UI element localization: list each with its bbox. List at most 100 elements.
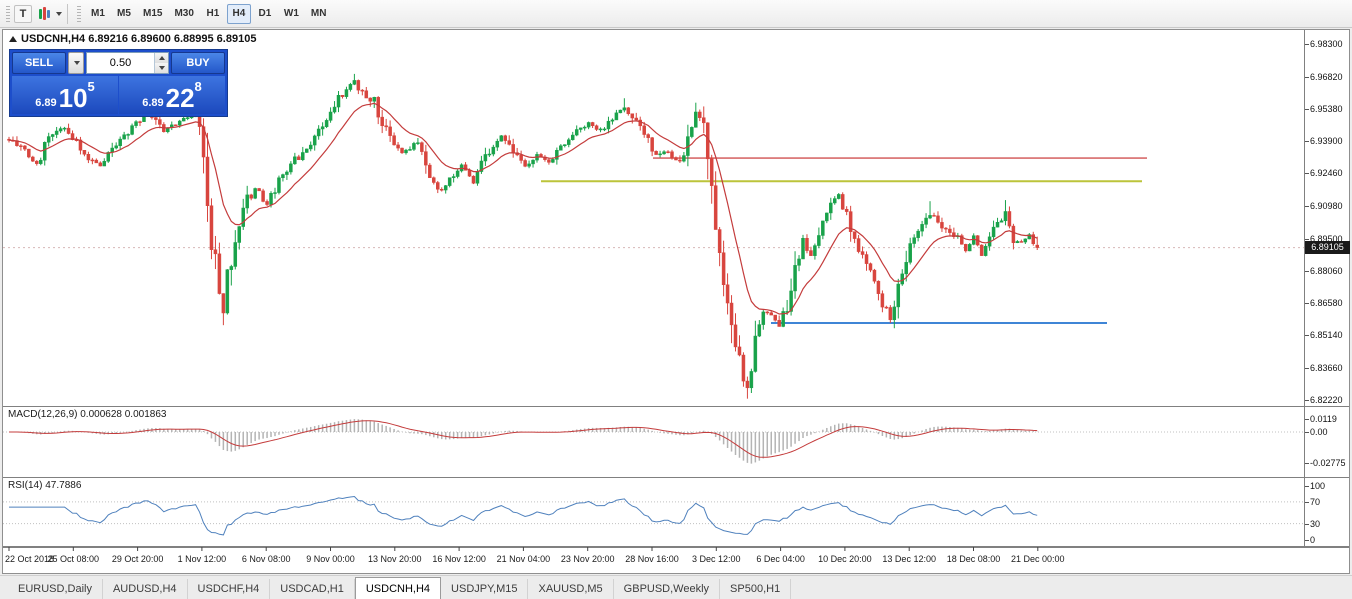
timeframe-toolbar-drag-handle[interactable]: [77, 5, 81, 22]
chart-tab-gbpusd-weekly[interactable]: GBPUSD,Weekly: [614, 579, 721, 599]
time-axis-label: 18 Dec 08:00: [947, 554, 1001, 564]
price-scale-label: 6.96820: [1310, 71, 1343, 82]
price-scale[interactable]: 6.98300 6.96820 6.95380 6.93900 6.92460 6.909…: [1304, 30, 1350, 406]
time-axis-label: 21 Dec 00:00: [1011, 554, 1065, 564]
price-scale-tick: [1305, 173, 1309, 175]
timeframe-button-M1[interactable]: M1: [91, 7, 105, 19]
volume-input[interactable]: [87, 53, 154, 73]
time-axis-label: 1 Nov 12:00: [178, 554, 227, 564]
main-price-pane[interactable]: USDCNH,H4 6.89216 6.89600 6.88995 6.8910…: [3, 30, 1304, 406]
macd-chart-canvas[interactable]: [3, 407, 1304, 477]
text-tool-label: T: [19, 7, 27, 20]
timeframe-button-MN[interactable]: MN: [310, 7, 327, 19]
price-scale-tick: [1305, 108, 1309, 110]
price-scale-tick: [1305, 206, 1309, 208]
current-price-badge: 6.89105: [1305, 241, 1350, 255]
time-axis-label: 6 Dec 04:00: [756, 554, 805, 564]
price-chart-canvas[interactable]: [3, 30, 1304, 406]
price-scale-label: 6.95380: [1310, 103, 1343, 114]
sell-price-big-digits: 10: [58, 83, 88, 113]
trade-options-dropdown[interactable]: [68, 52, 84, 74]
macd-pane[interactable]: MACD(12,26,9) 0.000628 0.001863: [3, 407, 1304, 477]
time-axis-label: 13 Dec 12:00: [882, 554, 936, 564]
time-axis-label: 25 Oct 08:00: [48, 554, 100, 564]
time-axis-label: 23 Nov 20:00: [561, 554, 615, 564]
chart-tab-xauusd-m5[interactable]: XAUUSD,M5: [528, 579, 614, 599]
price-scale-label: 6.86580: [1310, 298, 1343, 309]
macd-scale-label: 0.00: [1310, 427, 1328, 437]
buy-price-display[interactable]: 6.89 22 8: [119, 76, 225, 114]
style-bar-green: [38, 8, 42, 19]
buy-price-big-digits: 22: [165, 83, 195, 113]
timeframe-button-D1[interactable]: D1: [258, 7, 272, 19]
price-scale-tick: [1305, 44, 1309, 45]
timeframe-button-H4[interactable]: H4: [226, 3, 251, 24]
timeframe-button-H1[interactable]: H1: [206, 7, 220, 19]
timeframe-button-M30[interactable]: M30: [174, 7, 194, 19]
time-axis-label: 10 Dec 20:00: [818, 554, 872, 564]
macd-scale-tick: [1305, 462, 1309, 464]
price-scale-label: 6.85140: [1310, 330, 1343, 341]
chart-style-icon[interactable]: [34, 5, 54, 23]
chart-tab-bar: EURUSD,Daily AUDUSD,H4 USDCHF,H4 USDCAD,H1 U…: [0, 575, 1352, 599]
volume-field: [86, 52, 169, 74]
price-scale-label: 6.88060: [1310, 265, 1343, 276]
chart-header: USDCNH,H4 6.89216 6.89600 6.88995 6.8910…: [9, 33, 256, 45]
rsi-pane[interactable]: RSI(14) 47.7886: [3, 478, 1304, 546]
macd-scale-label: 0.0119: [1310, 413, 1337, 424]
macd-scale-label: -0.02775: [1310, 457, 1346, 468]
rsi-scale[interactable]: 100 70 30 0: [1304, 478, 1349, 546]
chevron-down-icon[interactable]: [56, 11, 62, 16]
toolbar-separator: [67, 3, 68, 24]
macd-scale-tick: [1305, 418, 1309, 420]
price-scale-tick: [1305, 335, 1309, 337]
timeframe-toolbar: M1 M5 M15 M30 H1 H4 D1 W1 MN: [85, 3, 332, 24]
trade-panel-collapse-icon[interactable]: [9, 36, 17, 42]
chevron-down-icon: [74, 61, 80, 65]
volume-stepper: [154, 53, 168, 73]
price-scale-tick: [1305, 141, 1309, 143]
chart-tab-usdjpy-m15[interactable]: USDJPY,M15: [441, 579, 529, 599]
rsi-scale-label: 30: [1310, 518, 1321, 529]
pane-separator[interactable]: [3, 406, 1349, 407]
time-axis-label: 13 Nov 20:00: [368, 554, 422, 564]
volume-decrease-button[interactable]: [155, 63, 168, 73]
chart-tab-audusd-h4[interactable]: AUDUSD,H4: [103, 579, 188, 599]
trade-panel-controls: SELL BUY: [12, 52, 225, 74]
rsi-scale-label: 0: [1310, 535, 1316, 545]
chart-tab-usdcnh-h4[interactable]: USDCNH,H4: [354, 577, 442, 599]
chart-tab-usdchf-h4[interactable]: USDCHF,H4: [188, 579, 271, 599]
buy-button[interactable]: BUY: [171, 52, 225, 74]
time-axis[interactable]: 22 Oct 2018 25 Oct 08:00 29 Oct 20:00 1 Nov…: [3, 547, 1349, 573]
buy-price-prefix: 6.89: [142, 97, 164, 109]
time-axis-label: 3 Dec 12:00: [692, 554, 741, 564]
price-scale-tick: [1305, 303, 1309, 305]
chart-tab-usdcad-h1[interactable]: USDCAD,H1: [270, 579, 355, 599]
sell-button[interactable]: SELL: [12, 52, 66, 74]
time-axis-label: 21 Nov 04:00: [497, 554, 551, 564]
timeframe-button-M15[interactable]: M15: [143, 7, 163, 19]
rsi-scale-tick: [1305, 485, 1309, 487]
pane-separator[interactable]: [3, 546, 1349, 547]
macd-label: MACD(12,26,9) 0.000628 0.001863: [8, 409, 167, 420]
rsi-scale-label: 100: [1310, 480, 1326, 491]
rsi-scale-tick: [1305, 501, 1309, 503]
volume-increase-button[interactable]: [155, 53, 168, 63]
arrow-up-icon: [158, 56, 165, 60]
timeframe-button-M5[interactable]: M5: [117, 7, 131, 19]
time-axis-label: 9 Nov 00:00: [306, 554, 355, 564]
chart-tab-sp500-h1[interactable]: SP500,H1: [720, 579, 792, 599]
price-scale-label: 6.93900: [1310, 136, 1343, 147]
text-tool-icon[interactable]: T: [14, 4, 32, 23]
price-scale-label: 6.90980: [1310, 201, 1343, 212]
chart-tab-eurusd-daily[interactable]: EURUSD,Daily: [8, 579, 103, 599]
sell-price-display[interactable]: 6.89 10 5: [12, 76, 118, 114]
pane-separator[interactable]: [3, 477, 1349, 478]
macd-scale[interactable]: 0.0119 0.00 -0.02775: [1304, 407, 1349, 477]
timeframe-button-W1[interactable]: W1: [283, 7, 299, 19]
toolbar-drag-handle[interactable]: [6, 5, 10, 22]
trade-panel-prices: 6.89 10 5 6.89 22 8: [12, 76, 225, 114]
rsi-chart-canvas[interactable]: [3, 478, 1304, 546]
chart-ohlc-title: USDCNH,H4 6.89216 6.89600 6.88995 6.8910…: [21, 33, 257, 45]
